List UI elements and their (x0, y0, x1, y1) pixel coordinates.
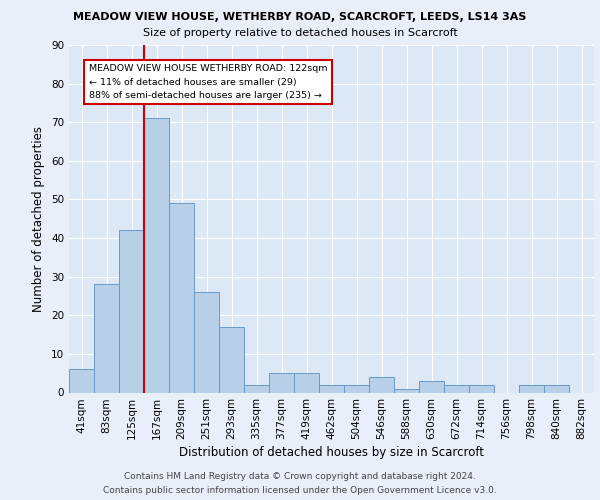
Bar (444, 385, 469, 392)
Bar (244, 385, 269, 392)
Bar (69, 370, 94, 392)
Bar (544, 385, 569, 392)
Bar (344, 385, 369, 392)
Bar (394, 388, 419, 392)
Bar (144, 118, 169, 392)
Bar (269, 373, 294, 392)
Text: Contains HM Land Registry data © Crown copyright and database right 2024.: Contains HM Land Registry data © Crown c… (124, 472, 476, 481)
Bar (519, 385, 544, 392)
Bar (369, 377, 394, 392)
Text: Size of property relative to detached houses in Scarcroft: Size of property relative to detached ho… (143, 28, 457, 38)
Bar (469, 385, 494, 392)
Bar (169, 204, 194, 392)
Bar (94, 284, 119, 393)
Y-axis label: Number of detached properties: Number of detached properties (32, 126, 46, 312)
Text: Contains public sector information licensed under the Open Government Licence v3: Contains public sector information licen… (103, 486, 497, 495)
Bar (419, 381, 444, 392)
Bar (319, 385, 344, 392)
Bar (119, 230, 144, 392)
Text: MEADOW VIEW HOUSE, WETHERBY ROAD, SCARCROFT, LEEDS, LS14 3AS: MEADOW VIEW HOUSE, WETHERBY ROAD, SCARCR… (73, 12, 527, 22)
X-axis label: Distribution of detached houses by size in Scarcroft: Distribution of detached houses by size … (179, 446, 484, 460)
Text: MEADOW VIEW HOUSE WETHERBY ROAD: 122sqm
← 11% of detached houses are smaller (29: MEADOW VIEW HOUSE WETHERBY ROAD: 122sqm … (89, 64, 328, 100)
Bar (294, 373, 319, 392)
Bar (219, 327, 244, 392)
Bar (194, 292, 219, 392)
